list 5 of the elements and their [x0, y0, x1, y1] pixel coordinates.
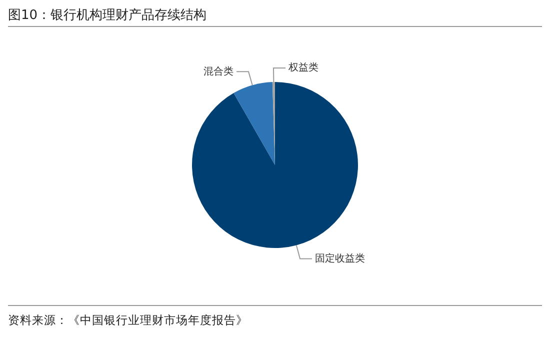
slice-label: 混合类 — [204, 65, 234, 78]
chart-title: 图10：银行机构理财产品存续结构 — [8, 7, 207, 24]
slice-label: 固定收益类 — [315, 252, 366, 264]
slice-label: 权益类 — [287, 62, 318, 74]
text: 资料来源：《中国银行业理财市场年度报告》 — [8, 313, 248, 328]
